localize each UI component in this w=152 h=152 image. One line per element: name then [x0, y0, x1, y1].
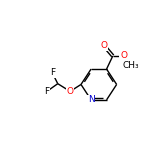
Text: O: O: [120, 52, 127, 60]
Text: F: F: [50, 68, 55, 77]
Text: F: F: [44, 87, 49, 96]
Text: N: N: [88, 95, 94, 104]
Text: CH₃: CH₃: [122, 61, 139, 71]
Text: O: O: [67, 87, 74, 96]
Text: O: O: [101, 41, 108, 50]
